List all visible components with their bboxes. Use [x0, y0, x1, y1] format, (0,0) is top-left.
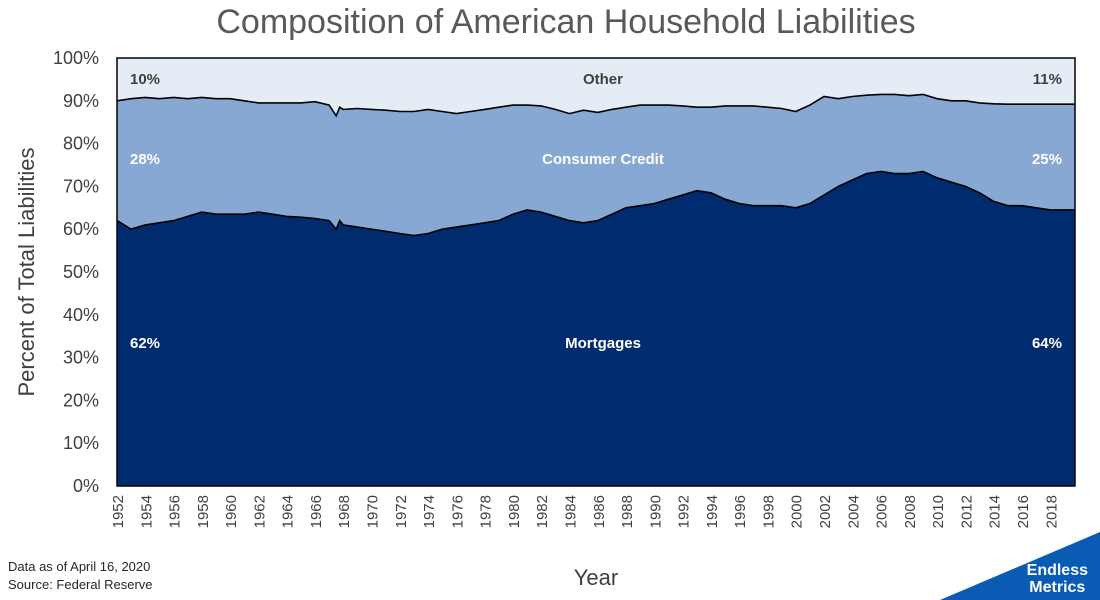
x-tick-label: 2018 [1043, 495, 1060, 528]
x-tick-label: 2006 [874, 495, 891, 528]
y-tick-label: 70% [63, 176, 99, 196]
x-tick-label: 1980 [506, 495, 523, 528]
x-tick-label: 1952 [110, 495, 127, 528]
x-tick-label: 1994 [704, 495, 721, 528]
y-tick-label: 50% [63, 262, 99, 282]
x-axis-label: Year [574, 565, 618, 590]
y-tick-label: 40% [63, 305, 99, 325]
chart-title: Composition of American Household Liabil… [216, 3, 915, 41]
y-tick-label: 10% [63, 433, 99, 453]
footnote-source: Source: Federal Reserve [8, 577, 153, 592]
x-tick-label: 1988 [619, 495, 636, 528]
series-labels: 10% Other 11% 28% Consumer Credit 25% 62% Mortg… [130, 71, 1062, 352]
x-tick-label: 1976 [449, 495, 466, 528]
x-tick-label: 1982 [534, 495, 551, 528]
x-tick-label: 1960 [223, 495, 240, 528]
y-tick-label: 80% [63, 134, 99, 154]
plot-border [116, 57, 1076, 487]
x-tick-label: 1990 [647, 495, 664, 528]
x-tick-label: 1992 [676, 495, 693, 528]
x-tick-label: 1998 [761, 495, 778, 528]
y-tick-label: 0% [73, 476, 99, 496]
series-label-start: 10% [130, 71, 160, 88]
y-axis-label: Percent of Total Liabilities [14, 147, 39, 396]
series-label-end: 64% [1032, 335, 1062, 352]
x-tick-label: 1962 [251, 495, 268, 528]
brand-triangle [940, 532, 1100, 600]
series-label-start: 62% [130, 335, 160, 352]
x-tick-label: 2010 [930, 495, 947, 528]
brand-line-1: Endless [1026, 562, 1088, 579]
series-label-end: 25% [1032, 151, 1062, 168]
line-consumer-credit-top [116, 93, 1075, 118]
y-tick-label: 60% [63, 219, 99, 239]
x-tick-label: 2014 [987, 495, 1004, 528]
x-tick-label: 1954 [138, 495, 155, 528]
line-mortgages-top [116, 170, 1075, 237]
x-tick-label: 1964 [280, 495, 297, 528]
y-tick-label: 20% [63, 390, 99, 410]
x-tick-label: 2002 [817, 495, 834, 528]
x-tick-label: 1958 [195, 495, 212, 528]
plot-areas [116, 57, 1076, 487]
area-mortgages [117, 171, 1075, 486]
x-tick-label: 1978 [478, 495, 495, 528]
y-tick-label: 100% [53, 48, 99, 68]
x-tick-label: 1996 [732, 495, 749, 528]
x-tick-label: 2000 [789, 495, 806, 528]
series-label-end: 11% [1033, 71, 1062, 88]
x-tick-label: 2008 [902, 495, 919, 528]
x-tick-label: 1956 [167, 495, 184, 528]
brand-text: Endless Metrics [1027, 562, 1088, 596]
x-tick-label: 1986 [591, 495, 608, 528]
x-tick-label: 1984 [563, 495, 580, 528]
x-tick-label: 2016 [1015, 495, 1032, 528]
x-tick-label: 1970 [365, 495, 382, 528]
series-label-name: Consumer Credit [542, 151, 664, 168]
axis-ticks: 0% 10% 20% 30% 40% 50% 60% 70% 80% 90% 100% 1952 195… [53, 48, 1060, 528]
x-tick-label: 1966 [308, 495, 325, 528]
y-tick-label: 90% [63, 91, 99, 111]
brand-logo: Endless Metrics [940, 532, 1100, 600]
x-tick-label: 2012 [958, 495, 975, 528]
brand-line-2: Metrics [1029, 579, 1086, 596]
y-tick-label: 30% [63, 348, 99, 368]
x-tick-label: 2004 [845, 495, 862, 528]
footnote-date: Data as of April 16, 2020 [8, 559, 151, 574]
x-tick-label: 1974 [421, 495, 438, 528]
x-tick-label: 1972 [393, 495, 410, 528]
series-label-name: Mortgages [565, 335, 641, 352]
series-label-name: Other [583, 71, 623, 88]
series-label-start: 28% [130, 151, 160, 168]
x-tick-label: 1968 [336, 495, 353, 528]
